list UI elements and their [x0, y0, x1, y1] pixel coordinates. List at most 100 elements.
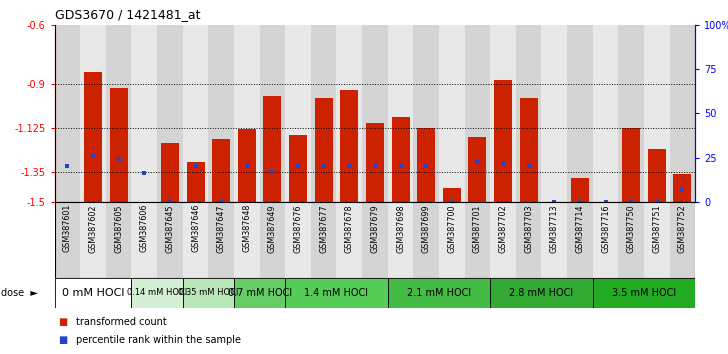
Bar — [340, 90, 358, 202]
Bar — [417, 128, 435, 202]
Bar — [234, 202, 260, 278]
Bar — [362, 25, 388, 202]
Text: GSM387700: GSM387700 — [447, 204, 456, 252]
Bar — [110, 88, 127, 202]
Text: 3.5 mM HOCl: 3.5 mM HOCl — [612, 288, 676, 298]
Bar — [388, 25, 414, 202]
Bar — [593, 202, 618, 278]
Bar — [618, 202, 644, 278]
Text: 2.8 mM HOCl: 2.8 mM HOCl — [510, 288, 574, 298]
Bar — [285, 202, 311, 278]
Text: GSM387714: GSM387714 — [575, 204, 585, 252]
Bar — [161, 143, 179, 202]
Bar — [490, 25, 516, 202]
Bar — [464, 25, 490, 202]
Bar — [183, 202, 208, 278]
Text: GSM387750: GSM387750 — [627, 204, 636, 253]
Bar — [84, 72, 102, 202]
Bar — [593, 25, 618, 202]
Text: 0.35 mM HOCl: 0.35 mM HOCl — [178, 289, 239, 297]
Bar — [670, 202, 695, 278]
Text: GSM387703: GSM387703 — [524, 204, 533, 252]
Bar — [289, 135, 307, 202]
Bar — [439, 25, 464, 202]
Bar — [311, 25, 336, 202]
Bar — [186, 162, 205, 202]
Text: ■: ■ — [58, 335, 68, 345]
Bar — [443, 188, 461, 202]
Bar — [314, 98, 333, 202]
Bar — [648, 149, 666, 202]
Bar — [132, 278, 183, 308]
Text: GDS3670 / 1421481_at: GDS3670 / 1421481_at — [55, 8, 200, 21]
Text: GSM387751: GSM387751 — [652, 204, 661, 253]
Bar — [285, 25, 311, 202]
Bar — [183, 25, 208, 202]
Bar — [468, 137, 486, 202]
Bar — [670, 25, 695, 202]
Text: GSM387602: GSM387602 — [89, 204, 98, 252]
Bar — [80, 25, 106, 202]
Bar — [622, 128, 640, 202]
Bar — [106, 25, 132, 202]
Text: GSM387752: GSM387752 — [678, 204, 687, 253]
Text: GSM387646: GSM387646 — [191, 204, 200, 252]
Bar — [55, 202, 80, 278]
Bar — [516, 202, 542, 278]
Bar — [520, 98, 538, 202]
Bar — [464, 202, 490, 278]
Text: dose  ►: dose ► — [1, 288, 38, 298]
Bar — [439, 202, 464, 278]
Text: GSM387647: GSM387647 — [217, 204, 226, 252]
Bar — [542, 25, 567, 202]
Text: GSM387679: GSM387679 — [371, 204, 379, 253]
Bar — [392, 117, 410, 202]
Text: GSM387677: GSM387677 — [319, 204, 328, 253]
Bar — [490, 202, 516, 278]
Bar — [260, 25, 285, 202]
Bar — [366, 123, 384, 202]
Bar — [238, 129, 256, 202]
Bar — [260, 202, 285, 278]
Bar — [673, 174, 692, 202]
Bar — [388, 278, 490, 308]
Bar — [490, 278, 593, 308]
Bar — [414, 25, 439, 202]
Text: GSM387702: GSM387702 — [499, 204, 507, 253]
Bar — [208, 202, 234, 278]
Bar — [212, 139, 230, 202]
Bar — [132, 25, 157, 202]
Bar — [362, 202, 388, 278]
Text: GSM387701: GSM387701 — [473, 204, 482, 252]
Bar — [285, 278, 388, 308]
Bar — [55, 278, 132, 308]
Text: GSM387676: GSM387676 — [293, 204, 303, 252]
Text: 0.14 mM HOCl: 0.14 mM HOCl — [127, 289, 187, 297]
Text: ■: ■ — [58, 317, 68, 327]
Bar — [494, 80, 512, 202]
Bar — [157, 202, 183, 278]
Bar — [264, 96, 282, 202]
Text: GSM387713: GSM387713 — [550, 204, 559, 252]
Bar — [542, 202, 567, 278]
Bar — [80, 202, 106, 278]
Bar — [567, 202, 593, 278]
Text: transformed count: transformed count — [76, 317, 167, 327]
Text: 1.4 mM HOCl: 1.4 mM HOCl — [304, 288, 368, 298]
Bar — [106, 202, 132, 278]
Text: GSM387649: GSM387649 — [268, 204, 277, 252]
Text: 0.7 mM HOCl: 0.7 mM HOCl — [228, 288, 292, 298]
Text: GSM387678: GSM387678 — [345, 204, 354, 252]
Bar — [644, 202, 670, 278]
Bar — [571, 178, 589, 202]
Text: 0 mM HOCl: 0 mM HOCl — [62, 288, 124, 298]
Bar — [336, 25, 362, 202]
Bar — [183, 278, 234, 308]
Bar — [618, 25, 644, 202]
Bar — [644, 25, 670, 202]
Bar — [516, 25, 542, 202]
Bar — [311, 202, 336, 278]
Bar — [234, 278, 285, 308]
Bar — [55, 25, 80, 202]
Bar — [388, 202, 414, 278]
